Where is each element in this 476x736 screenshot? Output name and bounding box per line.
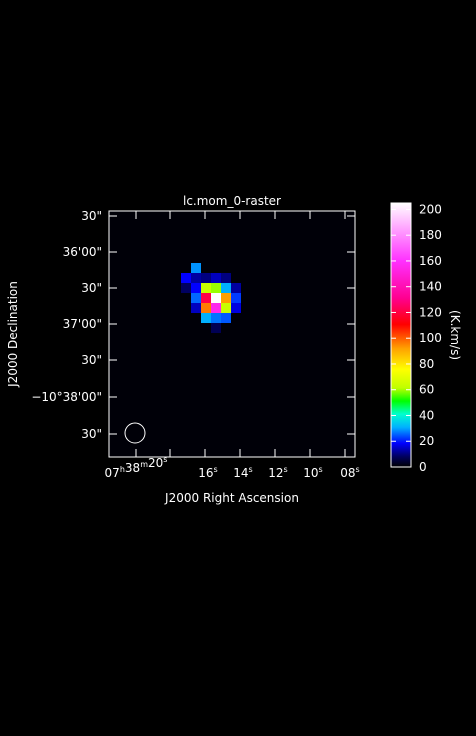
colorbar-frame: [390, 202, 412, 468]
y-tick-label: −10°38'00": [31, 390, 102, 404]
colorbar-tick-label: 40: [419, 408, 434, 422]
x-tick-label: 07h38m20s: [105, 455, 168, 480]
intensity-pixel: [211, 273, 221, 283]
intensity-pixel: [181, 283, 191, 293]
intensity-pixel: [201, 293, 211, 303]
intensity-pixels: [181, 263, 241, 333]
plot-background: [109, 211, 355, 457]
colorbar-tick-label: 100: [419, 331, 442, 345]
x-tick-label: 12s: [268, 465, 287, 480]
intensity-pixel: [211, 283, 221, 293]
colorbar-tick-label: 160: [419, 254, 442, 268]
colorbar-label: (K.km/s): [448, 310, 462, 360]
intensity-pixel: [221, 273, 231, 283]
intensity-pixel: [191, 303, 201, 313]
intensity-pixel: [221, 293, 231, 303]
colorbar-tick-label: 20: [419, 434, 434, 448]
intensity-pixel: [201, 283, 211, 293]
colorbar-tick-label: 140: [419, 280, 442, 294]
intensity-pixel: [221, 283, 231, 293]
x-tick-labels: 07h38m20s 16s 14s 12s 10s 08s: [105, 455, 360, 480]
intensity-pixel: [201, 273, 211, 283]
x-tick-label: 14s: [233, 465, 252, 480]
intensity-pixel: [191, 263, 201, 273]
intensity-pixel: [191, 273, 201, 283]
colorbar-gradient: [391, 203, 411, 467]
y-tick-label: 36'00": [63, 245, 102, 259]
x-axis-label: J2000 Right Ascension: [164, 491, 299, 505]
colorbar-tick-label: 60: [419, 383, 434, 397]
plot-area: [108, 210, 356, 458]
intensity-pixel: [231, 283, 241, 293]
intensity-pixel: [211, 293, 221, 303]
intensity-pixel: [211, 303, 221, 313]
intensity-pixel: [191, 293, 201, 303]
x-tick-label: 08s: [340, 465, 359, 480]
intensity-pixel: [221, 313, 231, 323]
intensity-pixel: [231, 303, 241, 313]
colorbar-tick-label: 120: [419, 305, 442, 319]
colorbar-tick-label: 200: [419, 202, 442, 216]
beam-ellipse: [124, 422, 146, 444]
intensity-pixel: [181, 273, 191, 283]
intensity-pixel: [201, 313, 211, 323]
y-tick-label: 30": [81, 353, 102, 367]
intensity-pixel: [191, 283, 201, 293]
y-tick-label: 30": [81, 427, 102, 441]
colorbar: 0 20 40 60 80 100 120 140 160 180 200 (K.km/s): [390, 202, 462, 474]
colorbar-tick-label: 0: [419, 460, 427, 474]
intensity-pixel: [211, 313, 221, 323]
colorbar-tick-label: 80: [419, 357, 434, 371]
chart-title: lc.mom_0-raster: [183, 194, 281, 208]
y-tick-label: 30": [81, 209, 102, 223]
intensity-pixel: [231, 293, 241, 303]
y-axis-label: J2000 Declination: [6, 281, 20, 388]
x-tick-label: 10s: [303, 465, 322, 480]
x-tick-label: 16s: [198, 465, 217, 480]
intensity-pixel: [201, 303, 211, 313]
colorbar-tick-label: 180: [419, 228, 442, 242]
intensity-pixel: [221, 303, 231, 313]
y-tick-labels: 30" 36'00" 30" 37'00" 30" −10°38'00" 30": [31, 209, 102, 441]
plot-frame: [108, 210, 356, 458]
colorbar-ticks: 0 20 40 60 80 100 120 140 160 180 200: [391, 202, 442, 474]
y-tick-label: 37'00": [63, 317, 102, 331]
y-tick-label: 30": [81, 281, 102, 295]
axis-ticks: [109, 211, 355, 457]
intensity-pixel: [211, 323, 221, 333]
